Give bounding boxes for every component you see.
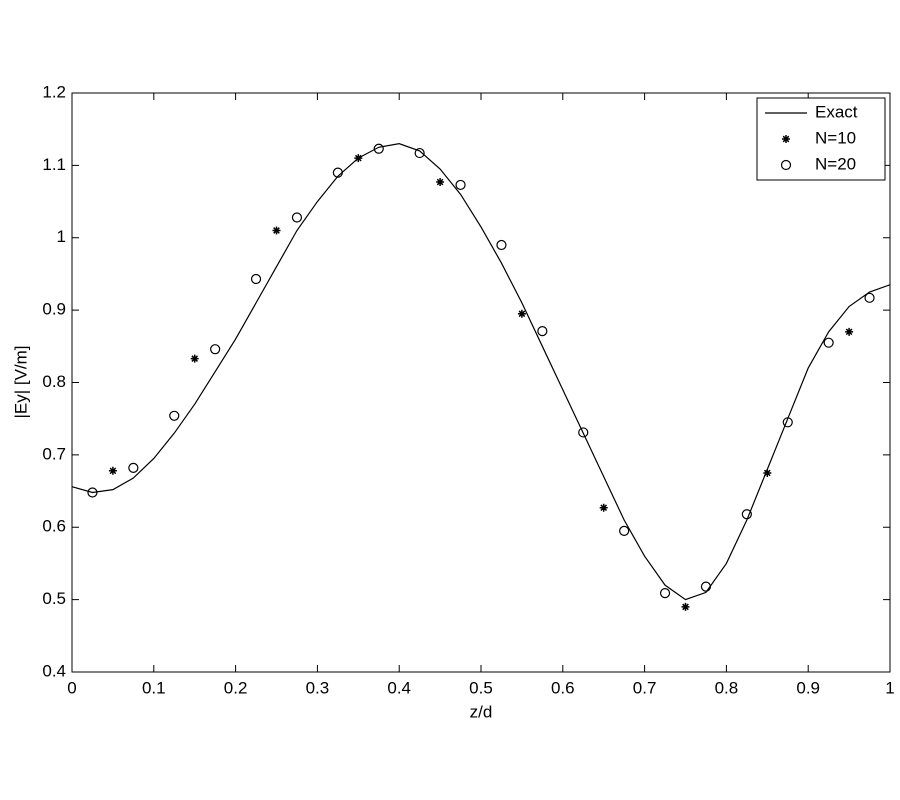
- legend-label: N=10: [815, 128, 856, 147]
- circle-point: [169, 410, 180, 421]
- y-tick-label: 0.5: [42, 589, 66, 608]
- star-point: [272, 226, 281, 235]
- star-point: [763, 468, 772, 477]
- x-tick-label: 0.7: [633, 678, 657, 697]
- legend-marker: [780, 159, 792, 171]
- x-tick-label: 0.6: [551, 678, 575, 697]
- legend-label: Exact: [815, 102, 858, 121]
- circle-point: [537, 326, 548, 337]
- circle-point: [291, 212, 303, 223]
- star-point: [599, 503, 608, 512]
- x-tick-label: 0.1: [142, 678, 166, 697]
- y-tick-label: 1.2: [42, 82, 66, 101]
- circle-point: [700, 581, 712, 592]
- star-point: [681, 602, 690, 611]
- circle-point: [128, 462, 139, 474]
- circle-point: [373, 143, 384, 154]
- circle-point: [659, 588, 671, 599]
- legend-box: [756, 97, 886, 181]
- x-tick-label: 0.3: [306, 678, 330, 697]
- circle-point: [414, 147, 425, 159]
- circle-point: [87, 487, 98, 498]
- y-tick-label: 1.1: [42, 155, 66, 174]
- circle-point: [496, 239, 507, 251]
- y-tick-label: 1: [57, 227, 66, 246]
- star-point: [517, 309, 526, 318]
- circle-point: [210, 344, 221, 355]
- exact-line: [71, 143, 891, 601]
- star-point: [845, 327, 854, 336]
- x-tick-label: 0.4: [387, 678, 411, 697]
- y-tick-label: 0.6: [42, 517, 66, 536]
- y-tick-label: 0.8: [42, 372, 66, 391]
- legend-label: N=20: [815, 154, 856, 173]
- star-point: [108, 466, 117, 475]
- y-axis-label: |Ey| [V/m]: [11, 345, 30, 418]
- circle-point: [782, 417, 793, 428]
- y-tick-label: 0.7: [42, 444, 66, 463]
- x-tick-label: 1: [885, 678, 894, 697]
- circle-point: [864, 292, 875, 303]
- x-axis-label: z/d: [470, 702, 493, 721]
- circle-point: [250, 273, 262, 285]
- x-tick-label: 0.8: [715, 678, 739, 697]
- x-tick-label: 0.2: [224, 678, 248, 697]
- x-tick-label: 0.9: [796, 678, 820, 697]
- y-tick-label: 0.4: [42, 661, 66, 680]
- circle-point: [823, 337, 834, 348]
- star-point: [436, 178, 445, 187]
- circle-point: [741, 509, 752, 520]
- legend-marker: [782, 135, 790, 143]
- circle-point: [619, 525, 630, 536]
- circle-point: [332, 167, 343, 178]
- y-tick-label: 0.9: [42, 300, 66, 319]
- circle-point: [455, 179, 466, 191]
- x-tick-label: 0: [67, 678, 76, 697]
- star-point: [354, 154, 363, 163]
- star-point: [190, 354, 199, 363]
- circle-point: [578, 427, 589, 438]
- x-tick-label: 0.5: [469, 678, 493, 697]
